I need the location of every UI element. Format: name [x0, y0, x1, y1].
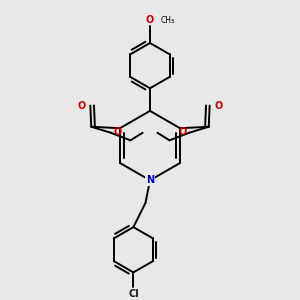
Text: O: O	[113, 127, 122, 137]
Text: O: O	[146, 15, 154, 25]
Text: O: O	[214, 100, 222, 111]
Text: CH₃: CH₃	[160, 16, 175, 26]
Text: O: O	[178, 127, 187, 137]
Text: O: O	[78, 100, 86, 111]
Text: Cl: Cl	[128, 289, 139, 299]
Text: N: N	[146, 175, 154, 185]
